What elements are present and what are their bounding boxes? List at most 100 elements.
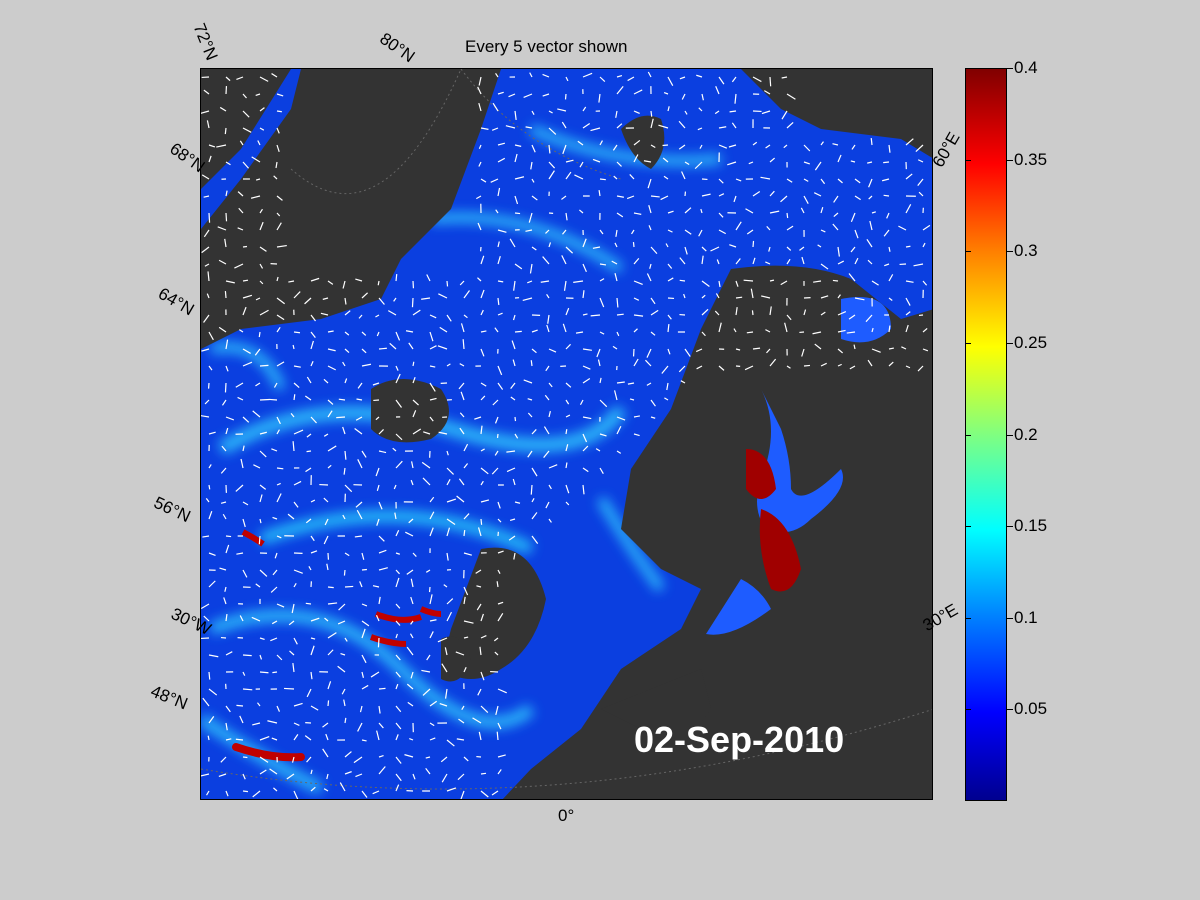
velocity-vector <box>411 461 414 469</box>
velocity-vector <box>752 141 758 146</box>
velocity-vector <box>251 616 261 622</box>
velocity-vector <box>425 569 431 573</box>
velocity-vector <box>592 246 601 249</box>
velocity-vector <box>273 787 278 792</box>
velocity-vector <box>480 518 483 525</box>
velocity-vector <box>395 331 401 341</box>
velocity-vector <box>206 790 210 796</box>
velocity-vector <box>254 348 261 356</box>
velocity-vector <box>530 161 533 170</box>
velocity-vector <box>506 467 516 473</box>
colorbar-tick-inner <box>965 342 971 344</box>
velocity-vector <box>633 110 640 114</box>
velocity-vector <box>514 263 523 270</box>
velocity-vector <box>613 175 618 180</box>
velocity-vector <box>786 178 793 183</box>
velocity-vector <box>378 596 381 605</box>
velocity-vector <box>359 705 363 713</box>
velocity-vector <box>523 93 533 98</box>
velocity-vector <box>678 120 686 129</box>
velocity-vector <box>870 138 873 146</box>
velocity-vector <box>494 651 499 656</box>
velocity-vector <box>888 246 891 252</box>
colorbar-tick-label: 0.05 <box>1014 699 1048 719</box>
velocity-vector <box>812 331 822 335</box>
plot-title: Every 5 vector shown <box>465 37 628 56</box>
velocity-vector <box>565 444 569 452</box>
lat-label-72n: 72°N <box>189 20 222 63</box>
velocity-vector <box>219 106 227 112</box>
velocity-vector <box>743 279 754 282</box>
velocity-vector <box>480 382 487 387</box>
velocity-vector <box>456 738 465 741</box>
velocity-vector <box>582 72 593 78</box>
velocity-vector <box>917 159 924 163</box>
velocity-vector <box>512 478 516 486</box>
velocity-vector <box>361 684 369 690</box>
velocity-vector <box>202 535 210 538</box>
velocity-vector <box>476 585 482 588</box>
velocity-vector <box>259 246 267 252</box>
velocity-vector <box>514 212 521 215</box>
velocity-vector <box>444 688 448 699</box>
velocity-vector <box>426 654 431 661</box>
velocity-vector <box>407 701 414 707</box>
velocity-vector <box>701 280 710 287</box>
velocity-vector <box>276 93 284 97</box>
velocity-vector <box>582 484 585 495</box>
velocity-vector <box>497 613 504 622</box>
velocity-vector <box>359 581 363 588</box>
velocity-vector <box>542 73 550 78</box>
velocity-vector <box>548 518 552 523</box>
velocity-vector <box>786 365 791 369</box>
velocity-vector <box>752 240 755 248</box>
velocity-vector <box>463 596 466 605</box>
velocity-vector <box>497 518 502 523</box>
velocity-vector <box>582 263 587 273</box>
velocity-vector <box>457 773 465 781</box>
velocity-vector <box>270 637 278 642</box>
velocity-vector <box>837 154 842 163</box>
velocity-vector <box>395 529 400 537</box>
velocity-vector <box>727 161 737 166</box>
velocity-vector <box>446 552 449 561</box>
velocity-vector <box>203 314 210 323</box>
velocity-vector <box>344 751 352 758</box>
velocity-vector <box>343 569 346 576</box>
velocity-vector <box>599 297 605 308</box>
velocity-vector <box>511 340 516 350</box>
velocity-vector <box>528 212 533 223</box>
velocity-vector <box>531 329 538 333</box>
velocity-vector <box>718 144 728 149</box>
velocity-vector <box>476 603 482 611</box>
velocity-vector <box>357 382 363 389</box>
velocity-vector <box>544 394 550 401</box>
velocity-vector <box>221 399 227 406</box>
velocity-vector <box>446 498 457 503</box>
velocity-vector <box>259 127 265 131</box>
velocity-vector <box>225 535 232 538</box>
velocity-vector <box>429 700 438 707</box>
velocity-vector <box>746 331 754 334</box>
velocity-vector <box>915 144 924 152</box>
velocity-vector <box>361 331 367 336</box>
velocity-vector <box>746 229 754 235</box>
velocity-vector <box>599 140 603 146</box>
velocity-vector <box>344 310 351 316</box>
velocity-vector <box>389 342 397 350</box>
velocity-vector <box>633 139 641 146</box>
velocity-vector <box>355 416 363 421</box>
velocity-vector <box>259 654 263 660</box>
velocity-vector <box>710 246 720 252</box>
velocity-vector <box>273 382 278 388</box>
velocity-vector <box>579 161 584 168</box>
colorbar-tick <box>1007 251 1013 253</box>
velocity-vector <box>545 229 550 234</box>
velocity-vector <box>905 138 914 146</box>
velocity-vector <box>361 628 366 639</box>
velocity-vector <box>582 238 587 248</box>
colorbar-tick-inner <box>965 68 971 69</box>
velocity-vector <box>361 292 369 299</box>
velocity-vector <box>917 365 924 372</box>
velocity-vector <box>565 171 572 180</box>
